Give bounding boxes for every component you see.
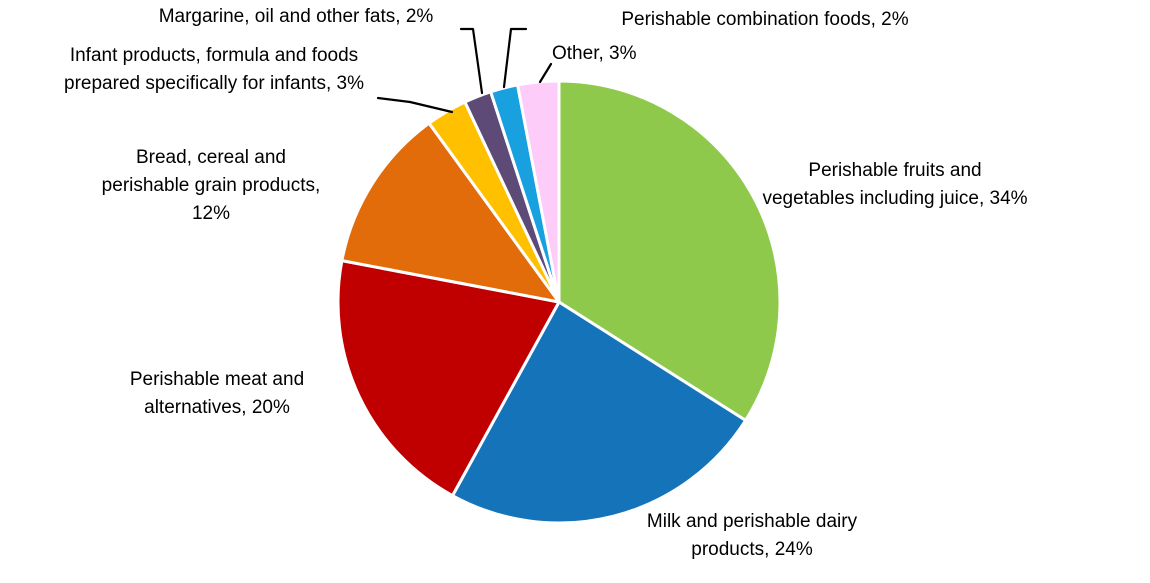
- slice-label-milk: Milk and perishable dairy products, 24%: [647, 508, 857, 564]
- slice-label-line: Perishable meat and: [129, 369, 305, 390]
- pie-slice-bread: [340, 121, 561, 304]
- slice-label-line: alternatives, 20%: [144, 397, 290, 418]
- pie-slice-meat: [336, 259, 561, 498]
- slice-label-line: 12%: [191, 203, 231, 224]
- slice-label-margarine: Margarine, oil and other fats, 2%: [159, 3, 434, 31]
- slice-label-line: Perishable combination foods, 2%: [621, 9, 909, 30]
- slice-label-combination: Perishable combination foods, 2%: [621, 6, 908, 34]
- slice-label-line: Milk and perishable dairy: [646, 511, 858, 532]
- leader-line-combination: [502, 27, 528, 89]
- leader-line-margarine: [459, 27, 484, 95]
- slice-label-other: Other, 3%: [552, 40, 637, 68]
- slice-label-bread: Bread, cereal and perishable grain produc…: [102, 144, 321, 228]
- slice-label-line: prepared specifically for infants, 3%: [64, 73, 364, 94]
- slice-label-infant: Infant products, formula and foods prepar…: [64, 42, 364, 98]
- pie-slice-milk: [451, 300, 748, 525]
- slice-label-meat: Perishable meat and alternatives, 20%: [130, 366, 304, 422]
- slice-label-fruits: Perishable fruits and vegetables includin…: [762, 157, 1027, 213]
- slice-label-line: perishable grain products,: [101, 175, 321, 196]
- slice-label-line: vegetables including juice, 34%: [762, 188, 1028, 209]
- slice-label-line: Infant products, formula and foods: [69, 45, 359, 66]
- slice-label-line: Margarine, oil and other fats, 2%: [158, 6, 434, 27]
- pie-slice-other: [516, 79, 561, 304]
- slice-label-line: Other, 3%: [552, 43, 637, 64]
- leader-line-infant: [376, 96, 454, 114]
- slice-label-line: products, 24%: [691, 539, 813, 560]
- slice-label-line: Bread, cereal and: [135, 147, 286, 168]
- leader-line-other: [538, 62, 553, 84]
- slice-label-line: Perishable fruits and: [808, 160, 982, 181]
